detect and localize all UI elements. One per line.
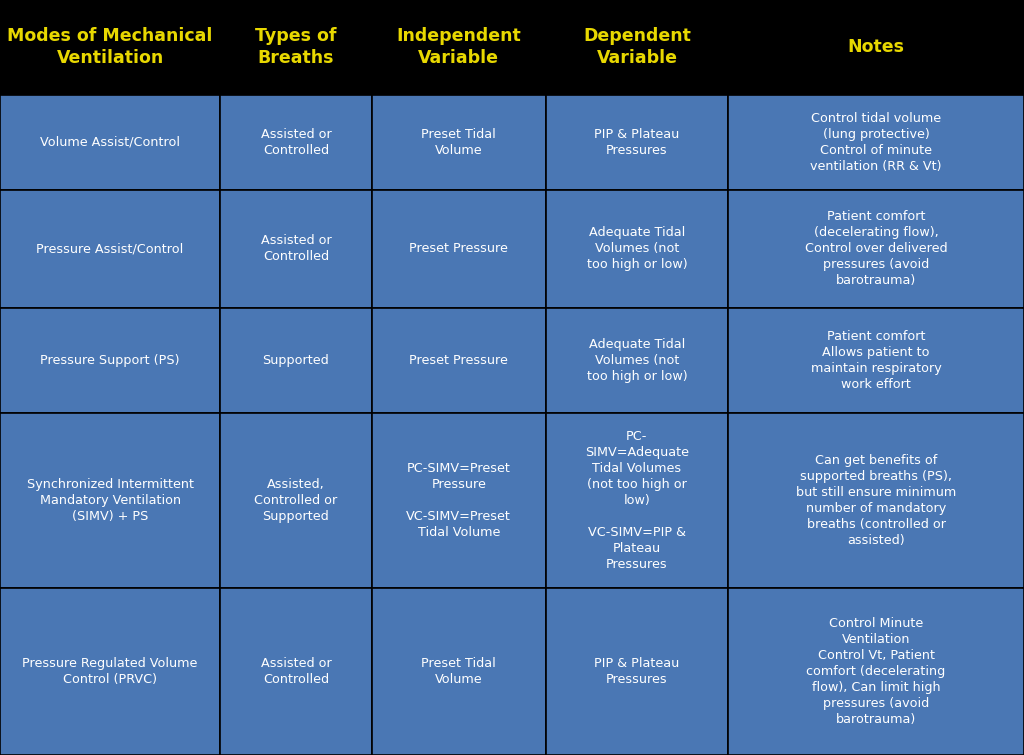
Text: Pressure Assist/Control: Pressure Assist/Control	[37, 242, 183, 255]
Bar	[220, 413, 372, 588]
Bar	[728, 413, 1024, 588]
Text: Dependent
Variable: Dependent Variable	[583, 27, 691, 67]
Text: Assisted or
Controlled: Assisted or Controlled	[260, 657, 332, 686]
Bar	[0, 190, 220, 309]
Bar	[0, 95, 220, 190]
Text: Preset Pressure: Preset Pressure	[410, 242, 508, 255]
Text: Can get benefits of
supported breaths (PS),
but still ensure minimum
number of m: Can get benefits of supported breaths (P…	[796, 454, 956, 547]
Text: Patient comfort
Allows patient to
maintain respiratory
work effort: Patient comfort Allows patient to mainta…	[811, 330, 941, 391]
Bar	[0, 309, 220, 413]
Text: Volume Assist/Control: Volume Assist/Control	[40, 136, 180, 149]
Text: PIP & Plateau
Pressures: PIP & Plateau Pressures	[594, 128, 680, 157]
Bar	[546, 309, 728, 413]
Text: Control Minute
Ventilation
Control Vt, Patient
comfort (decelerating
flow), Can : Control Minute Ventilation Control Vt, P…	[807, 617, 945, 726]
Text: PC-
SIMV=Adequate
Tidal Volumes
(not too high or
low)

VC-SIMV=PIP &
Plateau
Pre: PC- SIMV=Adequate Tidal Volumes (not too…	[585, 430, 689, 571]
Bar	[546, 190, 728, 309]
Text: Assisted or
Controlled: Assisted or Controlled	[260, 235, 332, 263]
Text: PC-SIMV=Preset
Pressure

VC-SIMV=Preset
Tidal Volume: PC-SIMV=Preset Pressure VC-SIMV=Preset T…	[407, 462, 511, 539]
Bar	[220, 95, 372, 190]
Text: Adequate Tidal
Volumes (not
too high or low): Adequate Tidal Volumes (not too high or …	[587, 226, 687, 272]
Bar	[728, 0, 1024, 95]
Text: Assisted,
Controlled or
Supported: Assisted, Controlled or Supported	[254, 478, 338, 523]
Bar	[546, 588, 728, 755]
Text: Preset Tidal
Volume: Preset Tidal Volume	[422, 657, 496, 686]
Text: Preset Pressure: Preset Pressure	[410, 354, 508, 367]
Bar	[728, 309, 1024, 413]
Bar	[728, 588, 1024, 755]
Bar	[220, 0, 372, 95]
Bar	[728, 95, 1024, 190]
Text: Adequate Tidal
Volumes (not
too high or low): Adequate Tidal Volumes (not too high or …	[587, 338, 687, 383]
Bar	[0, 588, 220, 755]
Text: Assisted or
Controlled: Assisted or Controlled	[260, 128, 332, 157]
Text: Types of
Breaths: Types of Breaths	[255, 27, 337, 67]
Bar	[0, 413, 220, 588]
Bar	[0, 0, 220, 95]
Text: Notes: Notes	[848, 39, 904, 57]
Text: Pressure Regulated Volume
Control (PRVC): Pressure Regulated Volume Control (PRVC)	[23, 657, 198, 686]
Bar	[372, 0, 546, 95]
Bar	[220, 309, 372, 413]
Bar	[372, 95, 546, 190]
Bar	[546, 413, 728, 588]
Text: Synchronized Intermittent
Mandatory Ventilation
(SIMV) + PS: Synchronized Intermittent Mandatory Vent…	[27, 478, 194, 523]
Text: Modes of Mechanical
Ventilation: Modes of Mechanical Ventilation	[7, 27, 213, 67]
Bar	[220, 190, 372, 309]
Bar	[220, 588, 372, 755]
Bar	[546, 95, 728, 190]
Bar	[372, 190, 546, 309]
Bar	[372, 588, 546, 755]
Text: Patient comfort
(decelerating flow),
Control over delivered
pressures (avoid
bar: Patient comfort (decelerating flow), Con…	[805, 211, 947, 288]
Bar	[728, 190, 1024, 309]
Text: Control tidal volume
(lung protective)
Control of minute
ventilation (RR & Vt): Control tidal volume (lung protective) C…	[810, 112, 942, 173]
Bar	[372, 413, 546, 588]
Text: Preset Tidal
Volume: Preset Tidal Volume	[422, 128, 496, 157]
Text: Supported: Supported	[262, 354, 330, 367]
Bar	[372, 309, 546, 413]
Text: PIP & Plateau
Pressures: PIP & Plateau Pressures	[594, 657, 680, 686]
Text: Independent
Variable: Independent Variable	[396, 27, 521, 67]
Bar	[546, 0, 728, 95]
Text: Pressure Support (PS): Pressure Support (PS)	[40, 354, 180, 367]
